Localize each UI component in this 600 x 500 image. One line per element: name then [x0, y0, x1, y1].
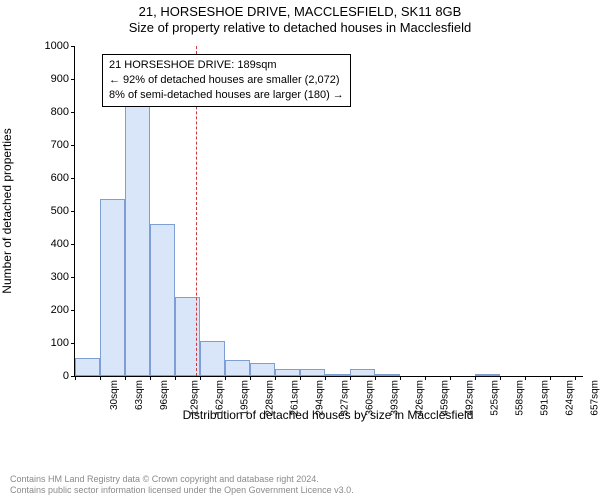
histogram-bar [125, 102, 150, 376]
x-tick [175, 376, 176, 380]
y-tick [71, 145, 75, 146]
histogram-bar [100, 199, 125, 376]
footer-attribution: Contains HM Land Registry data © Crown c… [10, 474, 354, 497]
footer-line-1: Contains HM Land Registry data © Crown c… [10, 474, 354, 485]
y-tick-label: 400 [51, 238, 69, 250]
y-tick-label: 600 [51, 172, 69, 184]
x-tick [450, 376, 451, 380]
histogram-bar [325, 374, 350, 376]
info-box-line-1: 21 HORSESHOE DRIVE: 189sqm [109, 58, 344, 73]
x-tick [375, 376, 376, 380]
x-tick [300, 376, 301, 380]
y-tick [71, 46, 75, 47]
x-tick [325, 376, 326, 380]
info-box-line-2: ← 92% of detached houses are smaller (2,… [109, 73, 344, 88]
x-tick [475, 376, 476, 380]
title-sub: Size of property relative to detached ho… [0, 19, 600, 35]
y-tick-label: 300 [51, 271, 69, 283]
y-tick-label: 100 [51, 337, 69, 349]
x-tick [275, 376, 276, 380]
histogram-bar [75, 358, 100, 376]
y-tick [71, 277, 75, 278]
x-tick [400, 376, 401, 380]
x-tick [575, 376, 576, 380]
y-tick [71, 310, 75, 311]
x-tick-label: 657sqm [590, 380, 600, 416]
y-tick-label: 200 [51, 304, 69, 316]
chart-container: 21, HORSESHOE DRIVE, MACCLESFIELD, SK11 … [0, 0, 600, 500]
y-tick-label: 700 [51, 139, 69, 151]
x-tick [550, 376, 551, 380]
histogram-bar [475, 374, 500, 376]
histogram-bar [225, 360, 250, 377]
title-main: 21, HORSESHOE DRIVE, MACCLESFIELD, SK11 … [0, 0, 600, 19]
histogram-bar [200, 341, 225, 376]
x-tick [100, 376, 101, 380]
info-box-line-3: 8% of semi-detached houses are larger (1… [109, 88, 344, 103]
y-tick [71, 244, 75, 245]
y-axis-label: Number of detached properties [0, 46, 14, 376]
histogram-bar [250, 363, 275, 376]
x-tick [75, 376, 76, 380]
footer-line-2: Contains public sector information licen… [10, 485, 354, 496]
y-tick-label: 500 [51, 205, 69, 217]
x-tick [425, 376, 426, 380]
histogram-bar [150, 224, 175, 376]
histogram-bar [350, 369, 375, 376]
x-tick-label: 30sqm [109, 380, 120, 410]
y-tick [71, 112, 75, 113]
x-axis-label: Distribution of detached houses by size … [74, 408, 582, 422]
y-tick-label: 800 [51, 106, 69, 118]
histogram-bar [300, 369, 325, 376]
y-tick-label: 0 [63, 370, 69, 382]
x-tick [200, 376, 201, 380]
x-tick [125, 376, 126, 380]
x-tick [500, 376, 501, 380]
x-tick-label: 96sqm [159, 380, 170, 410]
y-tick [71, 211, 75, 212]
y-tick-label: 900 [51, 73, 69, 85]
y-tick-label: 1000 [45, 40, 69, 52]
x-tick [350, 376, 351, 380]
x-tick [225, 376, 226, 380]
x-tick-label: 63sqm [134, 380, 145, 410]
x-tick [250, 376, 251, 380]
histogram-bar [375, 374, 400, 376]
y-tick [71, 343, 75, 344]
x-tick [150, 376, 151, 380]
y-tick [71, 79, 75, 80]
y-tick [71, 178, 75, 179]
x-tick [525, 376, 526, 380]
info-box: 21 HORSESHOE DRIVE: 189sqm ← 92% of deta… [102, 54, 351, 107]
histogram-bar [275, 369, 300, 376]
